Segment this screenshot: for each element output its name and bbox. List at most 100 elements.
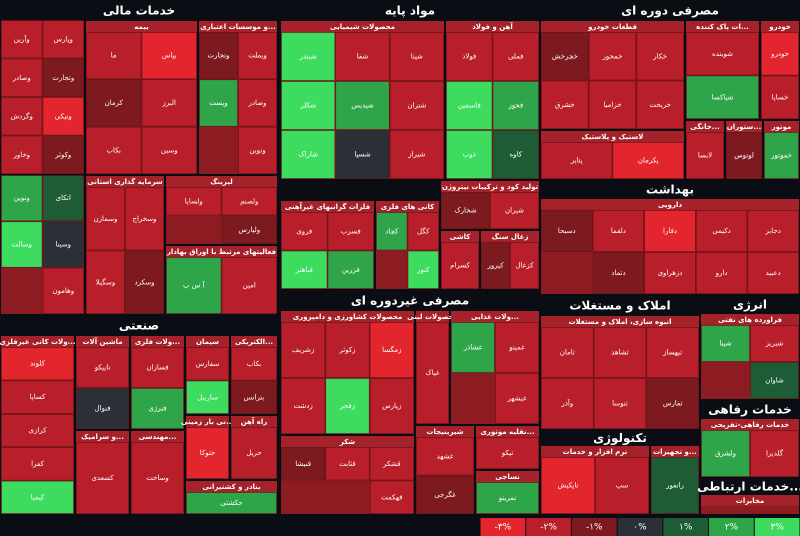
group-title: ...ولات فلزی — [135, 338, 180, 346]
stock-tile — [686, 32, 759, 76]
stock-tile — [281, 378, 326, 434]
stock-tile — [761, 75, 799, 119]
stock-tile — [281, 322, 326, 378]
group-title: ...الکتریکی — [235, 338, 273, 346]
sector-title: مواد پایه — [385, 4, 435, 19]
group-header — [446, 21, 539, 32]
stock-tile — [125, 250, 164, 314]
stock-name: ثامان — [560, 349, 575, 357]
stock-tile — [1, 58, 43, 97]
stock-name: دفارا — [663, 227, 677, 235]
stock-tile — [1, 20, 43, 59]
stock-name: دجابر — [765, 227, 781, 235]
group-header — [166, 176, 277, 187]
stock-tile — [281, 250, 328, 289]
stock-tile — [441, 242, 479, 289]
stock-name: دسبحا — [558, 227, 576, 235]
stock-tile — [281, 447, 326, 481]
group-title: ماشین آلات — [82, 337, 122, 346]
group-title: نساجی — [495, 473, 520, 481]
stock-name: شخارک — [454, 207, 476, 215]
stock-name: فروی — [296, 227, 312, 235]
group-title: شکر — [339, 438, 355, 446]
stock-name: خمحور — [602, 52, 623, 60]
stock-tile — [86, 250, 125, 314]
stock-name: دتماد — [611, 269, 625, 277]
group-header — [1, 336, 74, 347]
stock-name: کرازی — [29, 427, 48, 435]
stock-name: تپکو — [501, 449, 514, 457]
group-header — [131, 336, 184, 347]
stock-tile — [492, 81, 539, 130]
stock-name: کساپا — [30, 393, 46, 401]
stock-tile — [141, 126, 197, 174]
stock-name: خشرق — [555, 101, 575, 109]
stock-name: قثابت — [339, 460, 355, 468]
stock-name: غپاک — [425, 369, 440, 377]
group-title: راه آهن — [241, 417, 268, 426]
group-title: لیزینگ — [210, 177, 233, 186]
stock-tile — [1, 97, 43, 136]
stock-tile — [199, 32, 238, 80]
stock-tile — [541, 142, 613, 179]
stock-name: زپارس — [382, 402, 401, 410]
sector-title: صنعتی — [119, 319, 159, 333]
group-header — [186, 481, 277, 492]
stock-name: اتکای — [56, 194, 71, 202]
group-header — [541, 446, 649, 457]
stock-name: وهامون — [52, 287, 74, 295]
stock-name: دزهراوی — [658, 269, 683, 277]
stock-name: فنوال — [94, 405, 110, 413]
group-header — [281, 201, 374, 212]
group-title: محصولات لبنی — [407, 313, 458, 321]
stock-tile — [42, 267, 84, 314]
stock-name: پتایر — [570, 157, 583, 165]
stock-tile — [686, 132, 724, 179]
stock-name: قشکر — [382, 460, 400, 468]
stock-tile — [686, 75, 759, 119]
group-header — [541, 21, 684, 32]
stock-name: وسکرد — [134, 278, 154, 286]
stock-name: ثبهساز — [662, 349, 682, 357]
stock-name: وآذر — [560, 399, 573, 408]
group-title: نرم افزار و خدمات — [563, 448, 628, 456]
stock-tile — [750, 325, 799, 362]
stock-tile — [407, 250, 439, 289]
group-header — [481, 231, 539, 242]
group-header — [686, 21, 759, 32]
stock-name: فزرین — [342, 266, 360, 274]
stock-name: کاوه — [509, 151, 522, 159]
stock-name: دکیمی — [712, 227, 730, 235]
stock-tile — [541, 327, 594, 378]
stock-name: غبشهر — [506, 395, 526, 403]
stock-tile — [238, 79, 277, 127]
stock-name: گلدیرا — [766, 449, 784, 458]
stock-tile — [1, 380, 74, 414]
group-header — [186, 416, 229, 427]
stock-name: رانفور — [665, 482, 684, 490]
group-title: محصولات کشاورزی و دامپروری — [293, 313, 403, 321]
group-title: ...مهندسی — [139, 433, 177, 441]
stock-tile — [592, 210, 644, 252]
stock-tile — [325, 322, 370, 378]
stock-name: بکاب — [247, 360, 262, 368]
sector-title: مصرفی دوره ای — [621, 4, 719, 19]
group-title: تولید کود و ترکیبات نیتروژن — [442, 183, 539, 191]
stock-tile — [747, 252, 799, 294]
sector-title: بهداشت — [646, 183, 694, 197]
stock-tile — [335, 81, 390, 130]
stock-tile — [86, 32, 142, 80]
stock-tile — [369, 480, 414, 514]
stock-tile — [446, 81, 493, 130]
stock-name: سپ — [616, 482, 629, 490]
stock-tile — [231, 380, 277, 414]
stock-name: البرز — [162, 99, 176, 107]
stock-tile — [327, 212, 374, 251]
group-title: سیمان — [196, 338, 219, 346]
group-title: ...ولات غذایی — [471, 313, 519, 321]
group-header — [451, 311, 539, 322]
stock-name: ولساپا — [185, 197, 203, 205]
stock-tile — [166, 257, 222, 314]
stock-tile — [593, 378, 647, 429]
stock-name: کگل — [417, 226, 430, 235]
